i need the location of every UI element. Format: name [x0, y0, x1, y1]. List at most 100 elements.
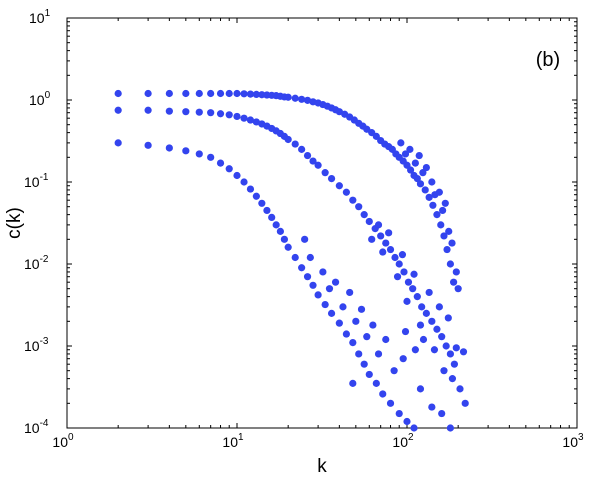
data-point-series-2 — [284, 135, 292, 144]
data-point-series-1 — [429, 201, 437, 209]
data-point-series-1 — [406, 145, 414, 153]
data-point-series-1 — [452, 268, 460, 276]
data-point-series-2 — [233, 112, 241, 121]
data-points — [114, 89, 469, 432]
data-point-series-2 — [398, 251, 407, 259]
data-point-series-2 — [403, 297, 411, 305]
data-point-series-2 — [207, 109, 215, 117]
data-point-series-3 — [325, 285, 334, 293]
data-point-series-1 — [291, 94, 299, 102]
data-point-series-3 — [216, 159, 225, 167]
x-tick-label: 102 — [392, 432, 414, 450]
data-point-series-3 — [374, 350, 383, 358]
data-point-series-2 — [425, 288, 433, 297]
data-point-series-3 — [263, 206, 271, 215]
data-point-series-2 — [349, 196, 357, 204]
data-point-series-3 — [399, 355, 407, 363]
data-point-series-2 — [246, 116, 255, 124]
data-point-series-3 — [382, 335, 390, 344]
data-point-series-2 — [365, 217, 373, 226]
data-point-series-1 — [435, 188, 443, 196]
data-point-series-1 — [258, 91, 266, 99]
data-point-series-3 — [240, 178, 248, 186]
data-point-series-3 — [446, 424, 454, 432]
data-point-series-2 — [435, 303, 443, 311]
data-point-series-3 — [331, 278, 340, 286]
data-point-series-1 — [225, 89, 233, 98]
data-point-series-3 — [207, 153, 215, 161]
data-point-series-2 — [216, 110, 225, 118]
data-point-series-2 — [456, 385, 464, 393]
data-point-series-3 — [403, 417, 411, 426]
data-point-series-3 — [225, 165, 233, 173]
y-tick-label: 101 — [29, 8, 51, 26]
data-point-series-3 — [390, 367, 398, 375]
data-point-series-2 — [393, 273, 402, 281]
axis-ticks: 100 101 102 103 10-4 10-3 10-2 10-1 100 101 — [24, 8, 584, 450]
data-point-series-3 — [386, 399, 395, 407]
data-point-series-3 — [360, 360, 368, 368]
data-point-series-3 — [246, 185, 255, 193]
data-point-series-3 — [258, 199, 266, 207]
data-point-series-2 — [413, 293, 421, 301]
y-tick-label: 100 — [29, 90, 51, 108]
data-point-series-2 — [374, 221, 383, 229]
data-point-series-2 — [391, 253, 399, 262]
data-point-series-2 — [165, 107, 173, 115]
data-point-series-2 — [450, 360, 458, 368]
data-point-series-2 — [448, 375, 457, 383]
x-tick-label: 103 — [562, 432, 584, 450]
data-point-series-2 — [418, 303, 426, 311]
y-tick-label: 10-3 — [24, 336, 49, 354]
data-point-series-1 — [233, 89, 241, 98]
data-point-series-3 — [339, 303, 347, 311]
data-point-series-3 — [114, 139, 122, 147]
data-point-series-3 — [342, 330, 350, 338]
data-point-series-3 — [280, 235, 288, 243]
data-point-series-2 — [240, 114, 248, 122]
data-point-series-3 — [327, 309, 336, 317]
data-point-series-3 — [306, 253, 314, 262]
data-point-series-2 — [459, 348, 468, 356]
data-point-series-2 — [385, 229, 393, 237]
data-point-series-2 — [303, 151, 312, 160]
data-point-series-2 — [355, 203, 363, 211]
data-point-series-2 — [342, 188, 350, 196]
data-point-series-1 — [413, 175, 421, 183]
data-point-series-3 — [309, 281, 317, 289]
data-point-series-2 — [400, 268, 408, 276]
data-point-series-1 — [440, 232, 448, 240]
data-point-series-1 — [216, 89, 225, 98]
data-point-series-1 — [415, 151, 423, 160]
data-point-series-3 — [321, 300, 329, 309]
data-point-series-1 — [401, 150, 410, 158]
data-point-series-2 — [438, 333, 446, 341]
data-point-series-2 — [195, 108, 203, 116]
data-point-series-1 — [441, 199, 449, 207]
plot-frame — [66, 17, 578, 429]
data-point-series-2 — [382, 239, 390, 247]
data-point-series-1 — [246, 90, 255, 98]
data-point-series-2 — [379, 248, 387, 256]
data-point-series-3 — [357, 305, 366, 313]
data-point-series-3 — [233, 171, 241, 180]
data-point-series-1 — [446, 260, 454, 268]
data-point-series-2 — [360, 211, 368, 219]
data-point-series-2 — [144, 106, 152, 114]
data-point-series-2 — [327, 175, 336, 183]
data-point-series-1 — [433, 211, 441, 219]
data-point-series-1 — [428, 178, 436, 186]
data-point-series-2 — [452, 344, 460, 352]
data-point-series-2 — [430, 346, 439, 354]
data-point-series-2 — [404, 278, 413, 286]
data-point-series-3 — [355, 350, 363, 358]
data-point-series-3 — [363, 333, 371, 341]
data-point-series-1 — [407, 166, 415, 174]
data-point-series-3 — [335, 319, 343, 327]
data-point-series-2 — [401, 327, 410, 336]
data-point-series-2 — [422, 309, 430, 317]
data-point-series-3 — [291, 253, 299, 262]
data-point-series-3 — [144, 141, 152, 149]
data-point-series-1 — [450, 278, 458, 286]
data-point-series-1 — [421, 186, 429, 194]
